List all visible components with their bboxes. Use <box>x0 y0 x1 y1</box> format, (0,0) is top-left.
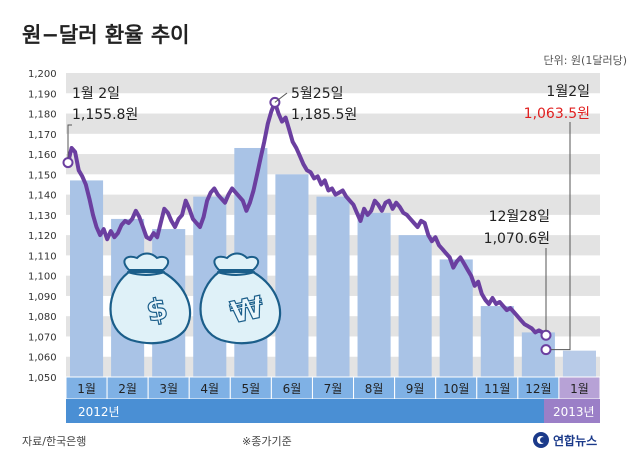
annotation-jan-value: 1,063.5원 <box>524 106 590 122</box>
chart-title: 원−달러 환율 추이 <box>22 23 189 47</box>
basis-note: ※종가기준 <box>242 435 292 448</box>
source-note: 자료/한국은행 <box>22 435 86 448</box>
y-tick-label: 1,200 <box>28 69 57 80</box>
y-tick-label: 1,120 <box>28 231 57 242</box>
grid-band <box>66 113 600 134</box>
month-axis: 1월 2월 3월 4월 5월 6월 7월 8월 9월 10월 11월 12월 1월 <box>65 376 601 400</box>
leader-start <box>67 124 72 158</box>
svg-text:₩: ₩ <box>227 290 267 331</box>
y-tick-label: 1,170 <box>28 130 57 141</box>
month-label: 2월 <box>118 382 137 396</box>
point-markers <box>62 96 552 356</box>
y-tick-label: 1,140 <box>28 191 57 202</box>
leader-jan2 <box>551 122 571 351</box>
month-label: 12월 <box>525 382 551 396</box>
year-bar-2012 <box>66 399 544 423</box>
y-tick-label: 1,070 <box>28 332 57 343</box>
year-bar-2013 <box>544 399 600 423</box>
month-bar <box>357 212 391 377</box>
marker-start <box>62 157 74 169</box>
annotation-peak-value: 1,185.5원 <box>291 107 357 123</box>
month-label: 1월 <box>570 382 589 396</box>
month-label: 7월 <box>324 382 343 396</box>
annotation-start-value: 1,155.8원 <box>72 107 138 123</box>
y-tick-label: 1,080 <box>28 312 57 323</box>
y-tick-label: 1,060 <box>28 353 57 364</box>
logo-text: 연합뉴스 <box>553 433 597 448</box>
y-tick-label: 1,160 <box>28 150 57 161</box>
y-tick-label: 1,190 <box>28 89 57 100</box>
annotation-dec-date: 12월28일 <box>489 209 550 225</box>
month-bar <box>562 350 596 377</box>
annotation-jan-date: 1월2일 <box>546 84 590 100</box>
month-label: 3월 <box>159 382 178 396</box>
y-tick-label: 1,180 <box>28 110 57 121</box>
month-label: 9월 <box>406 382 425 396</box>
year-label-2012: 2012년 <box>78 405 120 419</box>
month-bar <box>275 174 309 377</box>
year-label-2013: 2013년 <box>553 405 595 419</box>
leader-peak <box>274 92 288 103</box>
month-label: 5월 <box>242 382 261 396</box>
marker-dec28 <box>540 329 552 341</box>
annotation-dec-value: 1,070.6원 <box>484 231 550 247</box>
month-bar <box>316 196 350 377</box>
month-label: 4월 <box>200 382 219 396</box>
series-line <box>66 100 548 337</box>
y-tick-label: 1,110 <box>28 251 57 262</box>
month-label: 10월 <box>443 382 469 396</box>
month-label: 6월 <box>283 382 302 396</box>
yonhap-logo-icon <box>533 432 549 448</box>
month-bar <box>398 235 432 377</box>
annotation-leaders <box>67 92 571 351</box>
annotation-peak-date: 5월25일 <box>291 86 343 102</box>
grid-band <box>66 73 600 94</box>
monthly-bars <box>70 147 596 377</box>
dollar-money-bag-icon: $ <box>109 252 192 345</box>
y-tick-label: 1,150 <box>28 170 57 181</box>
annotation-start-date: 1월 2일 <box>72 86 120 102</box>
y-tick-label: 1,100 <box>28 272 57 283</box>
month-label: 11월 <box>484 382 510 396</box>
month-bar <box>480 306 514 377</box>
month-bar <box>521 332 555 377</box>
month-bar <box>70 180 104 377</box>
y-tick-label: 1,130 <box>28 211 57 222</box>
won-money-bag-icon: ₩ <box>199 252 282 345</box>
unit-note: 단위: 원(1달러당) <box>543 54 627 67</box>
marker-jan2 <box>540 344 552 356</box>
y-tick-label: 1,050 <box>28 373 57 384</box>
grid-band <box>66 154 600 175</box>
month-bar <box>439 259 473 377</box>
month-label: 8월 <box>365 382 384 396</box>
y-axis-ticks: 1,050 1,060 1,070 1,080 1,090 1,100 1,110 1,120… <box>28 69 57 384</box>
month-label: 1월 <box>77 382 96 396</box>
y-tick-label: 1,090 <box>28 292 57 303</box>
